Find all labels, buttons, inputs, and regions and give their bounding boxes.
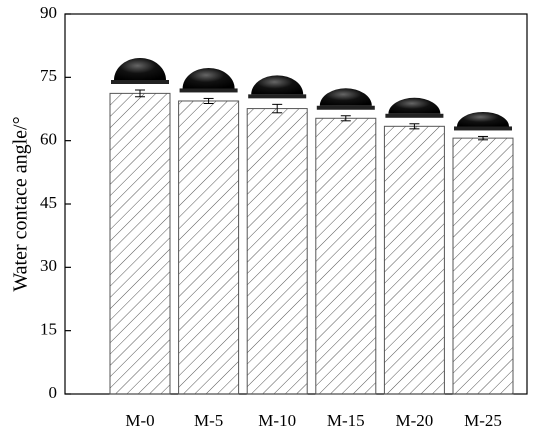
droplet	[114, 58, 166, 80]
droplet	[182, 67, 235, 89]
x-tick-label: M-5	[194, 411, 223, 430]
y-tick-label: 75	[40, 66, 57, 85]
x-tick-label: M-25	[464, 411, 502, 430]
bar	[452, 137, 514, 395]
bar	[246, 108, 308, 395]
x-tick-label: M-10	[258, 411, 296, 430]
droplet	[251, 75, 304, 95]
droplet	[319, 88, 372, 106]
x-tick-label: M-20	[396, 411, 434, 430]
droplet	[457, 111, 509, 127]
droplet-base	[111, 80, 169, 84]
x-tick-label: M-15	[327, 411, 365, 430]
y-axis-label: Water contace angle/°	[10, 116, 32, 291]
droplet-base	[385, 113, 444, 118]
droplet	[388, 97, 441, 114]
bar	[178, 100, 240, 395]
bar	[315, 117, 377, 395]
droplet-base	[454, 126, 512, 131]
y-tick-label: 15	[40, 320, 57, 339]
bar	[383, 125, 445, 395]
y-tick-label: 0	[49, 383, 58, 402]
y-tick-label: 45	[40, 193, 57, 212]
bar	[109, 92, 171, 395]
y-tick-label: 60	[40, 130, 57, 149]
droplet-base	[179, 88, 238, 93]
x-tick-label: M-0	[125, 411, 154, 430]
y-tick-label: 30	[40, 256, 57, 275]
droplet-base	[248, 94, 307, 99]
y-tick-label: 90	[40, 3, 57, 22]
droplet-base	[316, 105, 375, 110]
